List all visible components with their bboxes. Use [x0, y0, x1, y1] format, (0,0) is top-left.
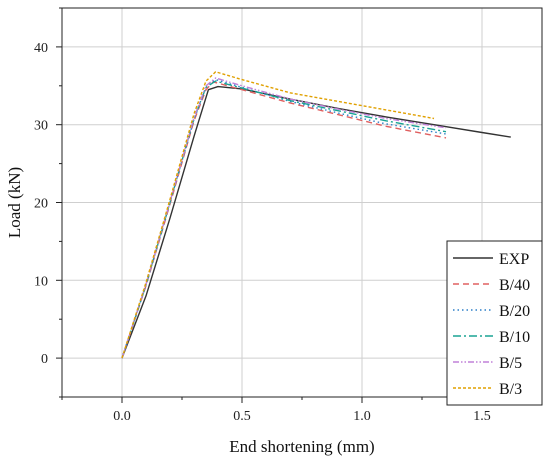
- y-tick-label: 0: [41, 352, 48, 367]
- y-tick-label: 40: [34, 41, 48, 56]
- y-tick-label: 20: [34, 197, 48, 212]
- series-line-b-5: [121, 77, 447, 359]
- x-axis-title: End shortening (mm): [229, 437, 374, 456]
- legend-label: B/20: [499, 303, 530, 320]
- series-line-b-20: [121, 78, 447, 359]
- x-tick-label: 0.5: [233, 409, 251, 424]
- x-tick-label: 1.0: [353, 409, 371, 424]
- legend-label: B/5: [499, 355, 522, 372]
- legend-box: [446, 240, 543, 406]
- x-tick-label: 0.0: [113, 409, 131, 424]
- y-tick-label: 10: [34, 274, 48, 289]
- axis-ticks: 0.0 0.5 1.0 1.5 0 10 20 30 40: [34, 7, 543, 424]
- y-axis-title: Load (kN): [5, 167, 24, 238]
- series-lines: [121, 71, 511, 359]
- legend: EXP B/40 B/20 B/10 B/5 B/3: [446, 240, 543, 406]
- y-tick-label: 30: [34, 119, 48, 134]
- series-line-exp: [121, 85, 511, 359]
- legend-label: B/10: [499, 329, 530, 346]
- legend-label: B/3: [499, 381, 522, 398]
- series-line-b-3: [121, 71, 435, 359]
- x-tick-label: 1.5: [473, 409, 491, 424]
- legend-label: EXP: [499, 251, 529, 268]
- series-line-b-10: [121, 80, 447, 359]
- legend-label: B/40: [499, 277, 530, 294]
- grid-lines: [62, 8, 542, 397]
